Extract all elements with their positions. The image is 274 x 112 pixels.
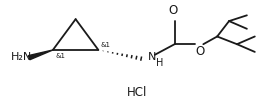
Text: H₂N: H₂N: [11, 51, 33, 61]
Text: O: O: [168, 4, 177, 17]
Text: &1: &1: [56, 52, 66, 58]
Text: HCl: HCl: [127, 85, 147, 98]
Text: N: N: [148, 51, 156, 61]
Text: H: H: [156, 58, 163, 68]
Polygon shape: [28, 51, 53, 60]
Text: O: O: [195, 45, 205, 58]
Text: &1: &1: [100, 42, 110, 48]
